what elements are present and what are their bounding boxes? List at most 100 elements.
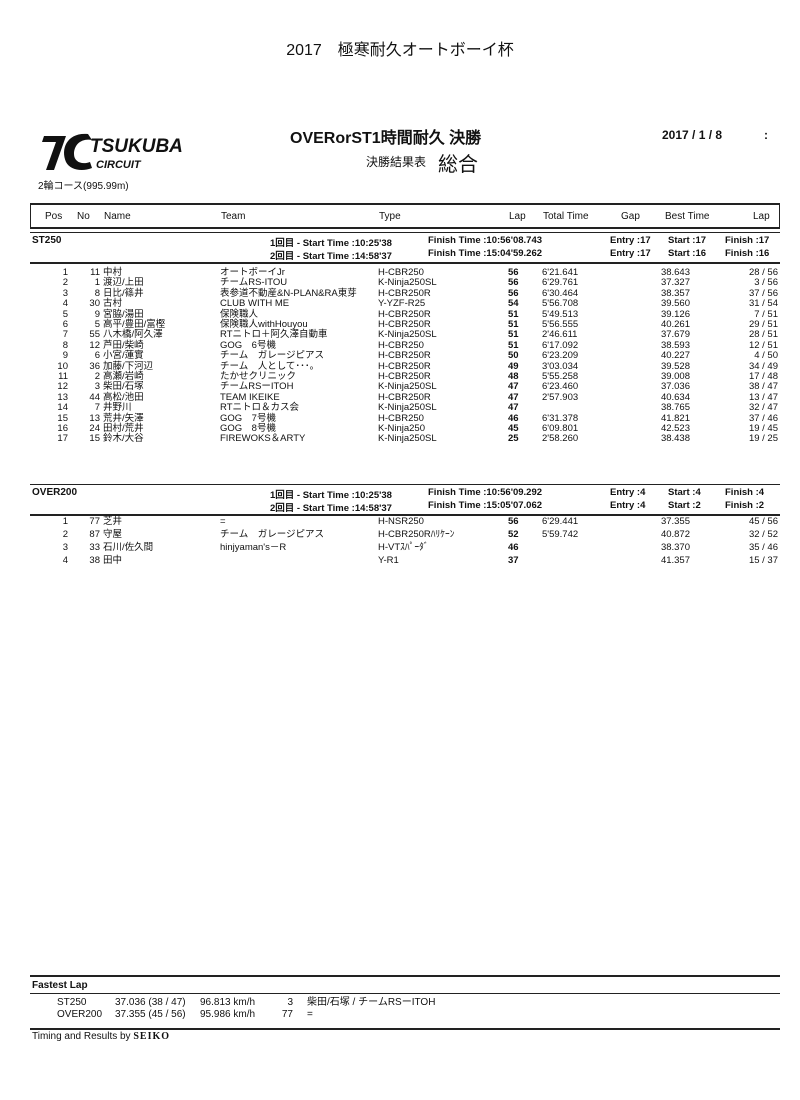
heat-start-count: Start :17 bbox=[668, 235, 707, 246]
cell-best-time: 37.327 bbox=[660, 277, 690, 289]
cell-no: 87 bbox=[89, 529, 100, 540]
cell-no: 1 bbox=[94, 277, 100, 289]
heat-finish-count: Finish :2 bbox=[725, 500, 765, 511]
table-row: 8 12 芦田/柴崎 GOG 6号機 H-CBR250 51 6'17.092 38.593 1… bbox=[30, 339, 780, 351]
divider bbox=[30, 993, 780, 994]
cell-name: 古村 bbox=[103, 298, 123, 310]
cell-team: GOG 8号機 bbox=[220, 423, 276, 434]
cell-best-time: 40.634 bbox=[660, 391, 690, 403]
cell-type: H-CBR250R bbox=[378, 391, 431, 403]
cell-team: チームRSーITOH bbox=[220, 381, 294, 393]
cell-lap: 46 bbox=[508, 412, 519, 424]
cell-team: チーム ガレージピアス bbox=[220, 350, 325, 362]
col-team: Team bbox=[221, 211, 246, 222]
tsukuba-circuit-logo: TSUKUBA CIRCUIT bbox=[38, 128, 213, 174]
cell-name: 芝井 bbox=[103, 516, 123, 527]
col-lap: Lap bbox=[509, 211, 526, 222]
cell-total-time: 6'17.092 bbox=[542, 339, 579, 351]
table-row: 5 9 宮脇/湯田 保険職人 H-CBR250R 51 5'49.513 39.126 7 / … bbox=[30, 308, 780, 320]
cell-no: 11 bbox=[90, 267, 100, 278]
cell-type: K-Ninja250 bbox=[378, 423, 425, 434]
cell-lap: 56 bbox=[508, 267, 519, 278]
svg-text:TSUKUBA: TSUKUBA bbox=[90, 136, 183, 157]
table-row: 12 3 柴田/石塚 チームRSーITOH K-Ninja250SL 47 6'23.460… bbox=[30, 382, 780, 392]
cell-type: H-CBR250 bbox=[378, 339, 424, 351]
race-time: : bbox=[764, 128, 768, 142]
cell-best-time: 37.036 bbox=[660, 381, 690, 393]
heat-start-count: Start :2 bbox=[668, 500, 701, 511]
heat-finish: Finish Time :15:05'07.062 bbox=[428, 500, 543, 511]
cell-no: 9 bbox=[94, 308, 100, 320]
heat-start: 2回目 - Start Time :14:58'37 bbox=[270, 251, 392, 262]
cell-name: 田村/荒井 bbox=[103, 423, 144, 434]
heat-finish-count: Finish :16 bbox=[725, 248, 770, 259]
cell-best-lap: 13 / 47 bbox=[748, 391, 778, 403]
fastest-lap-time: 37.036 (38 / 47) bbox=[115, 997, 186, 1008]
cell-best-time: 41.357 bbox=[660, 555, 690, 566]
cell-best-lap: 19 / 45 bbox=[748, 423, 778, 434]
cell-best-time: 38.593 bbox=[660, 339, 690, 351]
cell-team: GOG 7号機 bbox=[220, 412, 276, 424]
cell-best-lap: 29 / 51 bbox=[748, 319, 778, 330]
cell-best-lap: 32 / 52 bbox=[748, 529, 778, 540]
cell-best-lap: 28 / 51 bbox=[748, 329, 778, 341]
col-name: Name bbox=[104, 211, 131, 222]
fastest-lap-time: 37.355 (45 / 56) bbox=[115, 1009, 186, 1020]
cell-pos: 8 bbox=[62, 339, 68, 351]
fastest-lap-title: Fastest Lap bbox=[32, 980, 88, 991]
cell-lap: 49 bbox=[508, 360, 519, 372]
race-date: 2017 / 1 / 8 bbox=[662, 128, 723, 142]
cell-team: TEAM IKEIKE bbox=[220, 391, 280, 403]
cell-no: 2 bbox=[94, 371, 100, 382]
cell-name: 日比/篠井 bbox=[103, 287, 144, 299]
cell-best-lap: 12 / 51 bbox=[748, 339, 778, 351]
fastest-lap-rider: = bbox=[307, 1009, 313, 1020]
section-name: ST250 bbox=[32, 235, 62, 246]
cell-name: 小宮/蓮實 bbox=[103, 350, 144, 362]
cell-lap: 52 bbox=[508, 529, 519, 540]
cell-best-time: 38.643 bbox=[660, 267, 690, 278]
cell-type: H-CBR250R bbox=[378, 308, 431, 320]
cell-name: 加藤/下河辺 bbox=[103, 360, 154, 372]
cell-best-lap: 37 / 46 bbox=[748, 412, 778, 424]
divider bbox=[30, 1028, 780, 1030]
cell-best-lap: 19 / 25 bbox=[748, 433, 778, 445]
heat-finish-count: Finish :17 bbox=[725, 235, 770, 246]
cell-no: 44 bbox=[89, 391, 100, 403]
section-divider bbox=[30, 514, 780, 516]
cell-no: 7 bbox=[94, 402, 100, 414]
cell-lap: 51 bbox=[508, 329, 519, 341]
table-row: 7 55 八木橋/阿久澤 RTニトロ＋阿久澤自動車 K-Ninja250SL 51 2'46… bbox=[30, 330, 780, 340]
cell-lap: 45 bbox=[508, 423, 519, 434]
footer: Timing and Results by SEIKO bbox=[32, 1031, 170, 1042]
cell-no: 33 bbox=[89, 542, 100, 553]
cell-type: Y-YZF-R25 bbox=[378, 298, 426, 310]
table-row: 1 77 芝井 = H-NSR250 56 6'29.441 37.355 45 / 56 bbox=[30, 517, 780, 527]
col-pos: Pos bbox=[45, 211, 63, 222]
cell-lap: 48 bbox=[508, 371, 519, 382]
cell-pos: 4 bbox=[62, 555, 68, 566]
heat-finish: Finish Time :10:56'09.292 bbox=[428, 487, 543, 498]
cell-team: 表参道不動産&N-PLAN&RA東芽 bbox=[220, 287, 357, 299]
fastest-lap-no: 77 bbox=[281, 1009, 293, 1020]
results-subtitle: 決勝結果表 bbox=[366, 155, 427, 169]
cell-no: 55 bbox=[89, 329, 100, 341]
cell-team: = bbox=[220, 516, 226, 527]
cell-total-time: 6'29.761 bbox=[542, 277, 579, 289]
heat-start: 1回目 - Start Time :10:25'38 bbox=[270, 490, 392, 501]
table-row: 16 24 田村/荒井 GOG 8号機 K-Ninja250 45 6'09.801 42.5… bbox=[30, 424, 780, 434]
cell-pos: 3 bbox=[62, 287, 68, 299]
fastest-lap-row: ST250 37.036 (38 / 47) 96.813 km/h 3 柴田/石塚 /… bbox=[30, 998, 780, 1008]
cell-total-time: 6'23.209 bbox=[542, 350, 579, 362]
heat-entry: Entry :4 bbox=[610, 487, 646, 498]
cell-no: 77 bbox=[89, 516, 100, 527]
cell-no: 6 bbox=[94, 350, 100, 362]
cell-type: H-CBR250R bbox=[378, 319, 431, 330]
cell-no: 15 bbox=[89, 433, 100, 445]
table-header: Pos No Name Team Type Lap Total Time Gap… bbox=[30, 203, 780, 229]
cell-best-lap: 3 / 56 bbox=[754, 277, 778, 289]
cell-name: 八木橋/阿久澤 bbox=[103, 329, 163, 341]
cell-no: 24 bbox=[89, 423, 100, 434]
col-no: No bbox=[77, 211, 90, 222]
